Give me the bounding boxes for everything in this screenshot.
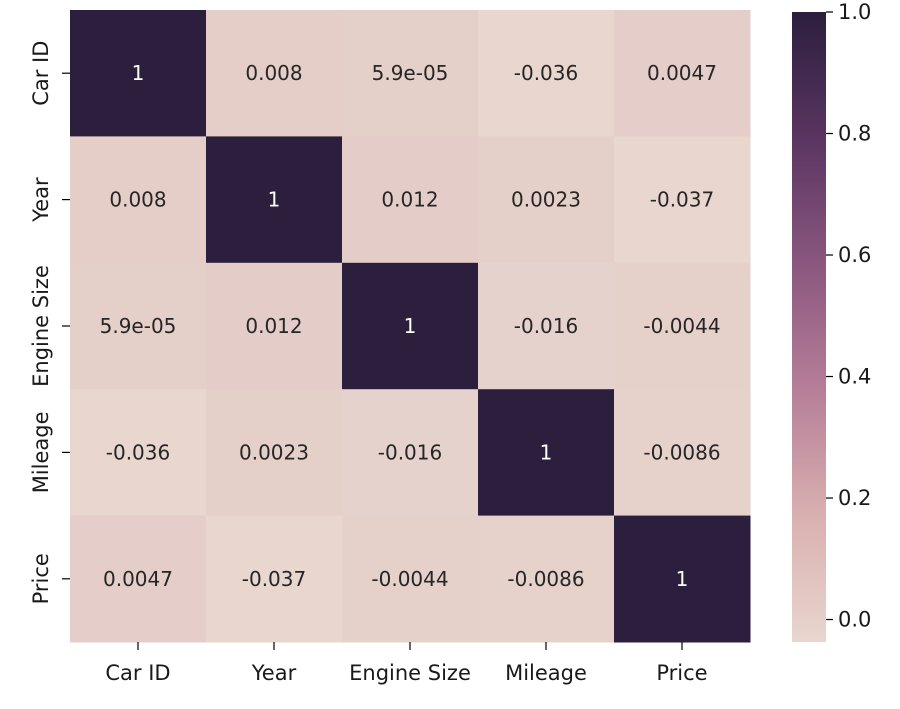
- heatmap-cell: [206, 136, 343, 264]
- cell-annotation: 0.008: [245, 61, 302, 85]
- cell-annotation: 1: [540, 440, 553, 464]
- heatmap-cell: [614, 515, 751, 643]
- cell-annotation: 1: [268, 188, 281, 212]
- heatmap-cell: [342, 515, 479, 643]
- heatmap-cell: [206, 262, 343, 390]
- heatmap-cell: [614, 389, 751, 517]
- y-tick-label: Price: [29, 553, 53, 604]
- heatmap-cell: [614, 10, 751, 137]
- colorbar-tick-label: 0.2: [838, 486, 871, 510]
- x-tick-label: Car ID: [105, 661, 170, 685]
- heatmap-cell: [478, 262, 615, 390]
- heatmap-cell: [70, 389, 207, 517]
- colorbar-tick-label: 0.4: [838, 365, 871, 389]
- cell-annotation: -0.016: [514, 314, 578, 338]
- heatmap-cell: [478, 10, 615, 137]
- cell-annotation: 5.9e-05: [372, 61, 449, 85]
- cell-annotation: 1: [676, 567, 689, 591]
- y-tick-label: Engine Size: [29, 265, 53, 387]
- heatmap-cell: [70, 262, 207, 390]
- cell-annotation: -0.0044: [371, 567, 448, 591]
- colorbar-tick-label: 1.0: [838, 0, 871, 24]
- colorbar-tick-label: 0.8: [838, 122, 871, 146]
- colorbar: [792, 12, 826, 642]
- heatmap-cell: [342, 389, 479, 517]
- cell-annotation: 0.0047: [103, 567, 173, 591]
- cell-annotation: 5.9e-05: [100, 314, 177, 338]
- cell-annotation: 1: [132, 61, 145, 85]
- colorbar-tick-label: 0.6: [838, 243, 871, 267]
- cell-annotation: 0.0023: [511, 188, 581, 212]
- heatmap-cell: [478, 515, 615, 643]
- cell-annotation: -0.0044: [643, 314, 720, 338]
- y-tick-label: Mileage: [29, 411, 53, 493]
- heatmap-cell: [206, 389, 343, 517]
- x-tick-label: Price: [656, 661, 707, 685]
- cell-annotation: 0.0023: [239, 440, 309, 464]
- heatmap-cell: [70, 10, 207, 137]
- x-tick-label: Mileage: [505, 661, 587, 685]
- colorbar-tick-label: 0.0: [838, 608, 871, 632]
- x-tick-label: Engine Size: [349, 661, 471, 685]
- heatmap-cell: [342, 262, 479, 390]
- cell-annotation: -0.0086: [643, 440, 720, 464]
- cell-annotation: -0.037: [242, 567, 306, 591]
- cell-annotation: 0.008: [109, 188, 166, 212]
- heatmap-cell: [206, 515, 343, 643]
- heatmap-cell: [614, 136, 751, 264]
- heatmap-cell: [614, 262, 751, 390]
- cell-annotation: -0.036: [106, 440, 170, 464]
- cell-annotation: -0.036: [514, 61, 578, 85]
- cell-annotation: 0.012: [381, 188, 438, 212]
- cell-annotation: -0.016: [378, 440, 442, 464]
- heatmap-cell: [342, 136, 479, 264]
- cell-annotation: -0.0086: [507, 567, 584, 591]
- cell-annotation: -0.037: [650, 188, 714, 212]
- cell-annotation: 0.012: [245, 314, 302, 338]
- heatmap-cell: [70, 515, 207, 643]
- y-tick-label: Year: [29, 177, 53, 223]
- y-tick-label: Car ID: [29, 41, 53, 106]
- cell-annotation: 0.0047: [647, 61, 717, 85]
- heatmap-cell: [342, 10, 479, 137]
- heatmap-cell: [478, 136, 615, 264]
- heatmap-cell: [206, 10, 343, 137]
- heatmap-cell: [478, 389, 615, 517]
- cell-annotation: 1: [404, 314, 417, 338]
- x-tick-label: Year: [251, 661, 297, 685]
- heatmap-cell: [70, 136, 207, 264]
